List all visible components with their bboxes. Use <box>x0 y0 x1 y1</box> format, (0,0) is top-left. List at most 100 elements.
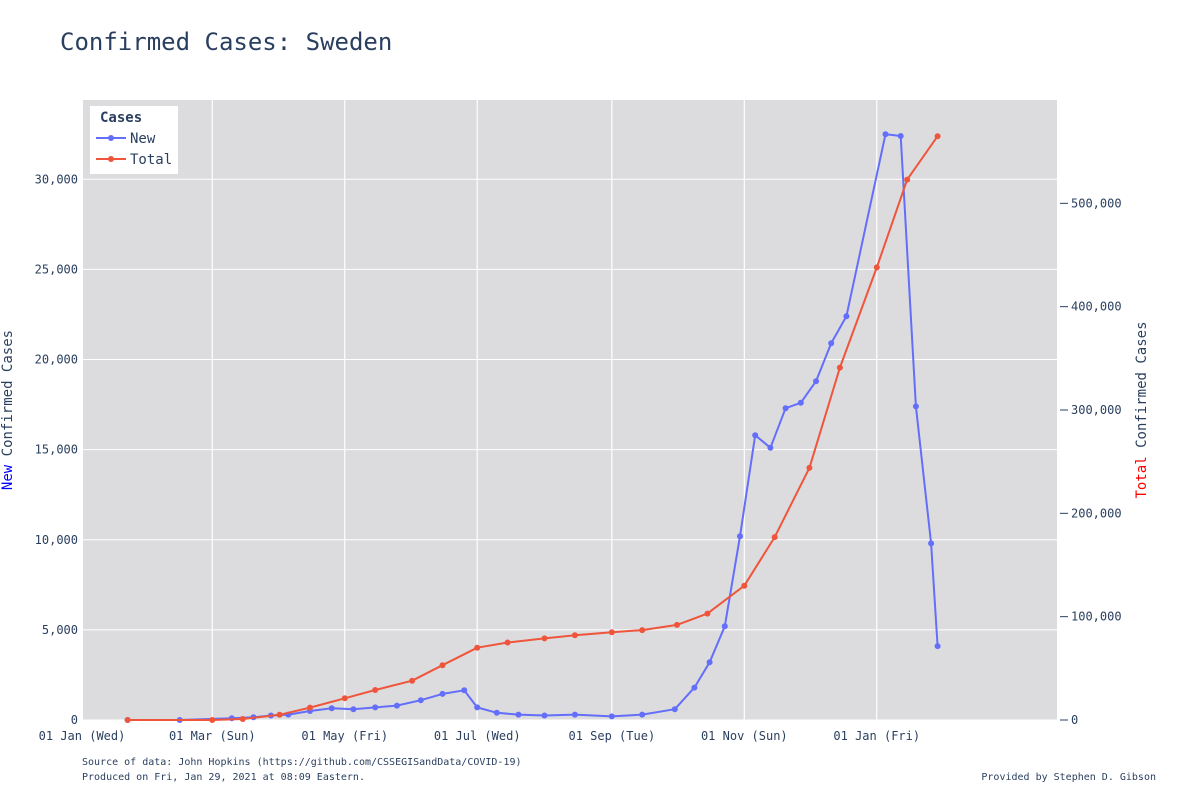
legend-box <box>90 106 178 174</box>
data-point-new <box>439 690 446 697</box>
data-point-new <box>843 313 850 320</box>
data-point-total <box>276 711 283 718</box>
data-point-total <box>474 644 481 651</box>
data-point-total <box>307 704 313 711</box>
credit-note: Provided by Stephen D. Gibson <box>981 772 1156 783</box>
data-point-new <box>372 704 379 711</box>
data-point-new <box>515 711 522 718</box>
data-point-new <box>571 711 578 718</box>
y-right-tick-label: 500,000 <box>1071 196 1122 210</box>
data-point-total <box>674 621 680 628</box>
series-total <box>124 133 941 723</box>
legend-new-label: New <box>130 131 156 147</box>
data-point-new <box>813 378 819 385</box>
data-point-new <box>737 533 743 540</box>
data-point-new <box>493 709 500 716</box>
source-note: Source of data: John Hopkins (https://gi… <box>82 757 522 768</box>
x-tick-label: 01 Jul (Wed) <box>434 729 521 743</box>
data-point-new <box>639 711 646 718</box>
data-point-total <box>904 176 911 183</box>
data-point-total <box>239 716 246 722</box>
y-left-tick-label: 25,000 <box>35 262 78 276</box>
data-point-total <box>934 133 941 140</box>
data-point-new <box>328 705 335 712</box>
data-point-new <box>912 403 919 410</box>
x-tick-labels: 01 Jan (Wed) 01 Mar (Sun) 01 May (Fri) 01 J… <box>39 729 920 743</box>
legend-new-marker <box>108 135 114 141</box>
data-point-new <box>691 684 698 691</box>
data-point-total <box>571 632 578 639</box>
y-right-tick-label: 300,000 <box>1071 403 1122 417</box>
data-point-new <box>393 702 400 709</box>
data-point-new <box>897 133 904 139</box>
data-point-total <box>639 627 646 634</box>
x-tick-label: 01 Mar (Sun) <box>169 729 256 743</box>
legend-total-label: Total <box>130 152 172 168</box>
data-point-new <box>928 540 935 547</box>
data-point-total <box>439 662 446 669</box>
data-point-new <box>541 712 548 719</box>
y-right-tick-label: 100,000 <box>1071 610 1122 624</box>
y-left-axis-label: New Confirmed Cases <box>0 330 16 490</box>
data-point-new <box>706 659 713 666</box>
x-tick-label: 01 May (Fri) <box>301 729 388 743</box>
data-point-new <box>417 697 424 704</box>
data-point-new <box>882 131 889 138</box>
y-right-label-prefix: Total <box>1134 456 1150 498</box>
y-left-tick-label: 30,000 <box>35 172 78 186</box>
data-point-new <box>752 432 759 439</box>
data-point-new <box>461 687 468 694</box>
y-left-tick-label: 20,000 <box>35 353 78 367</box>
data-point-total <box>608 629 615 636</box>
legend-item-total[interactable]: Total <box>96 152 172 168</box>
y-right-label-rest: Confirmed Cases <box>1134 321 1150 456</box>
data-point-new <box>797 399 804 406</box>
y-left-tick-label: 15,000 <box>35 443 78 457</box>
x-tick-label: 01 Sep (Tue) <box>568 729 655 743</box>
data-point-new <box>767 444 774 451</box>
data-point-total <box>341 695 348 702</box>
produced-note: Produced on Fri, Jan 29, 2021 at 08:09 E… <box>82 772 365 783</box>
y-left-label-rest: Confirmed Cases <box>0 330 16 465</box>
y-right-tick-label: 200,000 <box>1071 506 1122 520</box>
legend-item-new[interactable]: New <box>96 131 156 147</box>
series-new <box>124 131 941 723</box>
data-point-total <box>771 534 778 541</box>
x-tick-label: 01 Jan (Fri) <box>833 729 920 743</box>
x-gridlines <box>81 100 878 720</box>
data-point-new <box>782 405 789 412</box>
data-point-total <box>704 610 711 617</box>
legend-title: Cases <box>100 110 142 126</box>
data-point-new <box>608 713 615 720</box>
data-point-new <box>671 706 678 713</box>
data-point-new <box>828 340 835 347</box>
legend-total-marker <box>108 156 114 162</box>
data-point-total <box>873 264 880 271</box>
data-point-total <box>741 582 748 589</box>
series-line-new <box>127 133 939 721</box>
y-left-tick-label: 5,000 <box>42 623 78 637</box>
series-line-total <box>127 135 939 721</box>
data-point-total <box>209 717 216 723</box>
x-tick-label: 01 Nov (Sun) <box>701 729 788 743</box>
data-point-total <box>409 677 416 684</box>
y-left-tick-label: 10,000 <box>35 533 78 547</box>
y-right-tick-label: 400,000 <box>1071 300 1122 314</box>
data-point-total <box>836 364 843 371</box>
legend[interactable]: Cases New Total <box>90 106 178 174</box>
data-point-new <box>350 706 357 713</box>
data-point-total <box>124 717 131 723</box>
y-left-tick-label: 0 <box>71 713 78 727</box>
chart-title: Confirmed Cases: Sweden <box>60 28 392 56</box>
data-point-new <box>934 643 941 650</box>
data-point-total <box>806 464 813 471</box>
data-point-total <box>504 639 511 646</box>
y-left-label-prefix: New <box>0 464 16 490</box>
y-gridlines <box>82 178 1057 721</box>
data-point-new <box>721 623 728 630</box>
y-left-tick-labels: 0 5,000 10,000 15,000 20,000 25,000 30,000 <box>35 172 78 727</box>
data-point-total <box>541 635 548 642</box>
y-right-tick-labels: 0 100,000 200,000 300,000 400,000 500,000 <box>1060 196 1122 727</box>
x-tick-label: 01 Jan (Wed) <box>39 729 126 743</box>
